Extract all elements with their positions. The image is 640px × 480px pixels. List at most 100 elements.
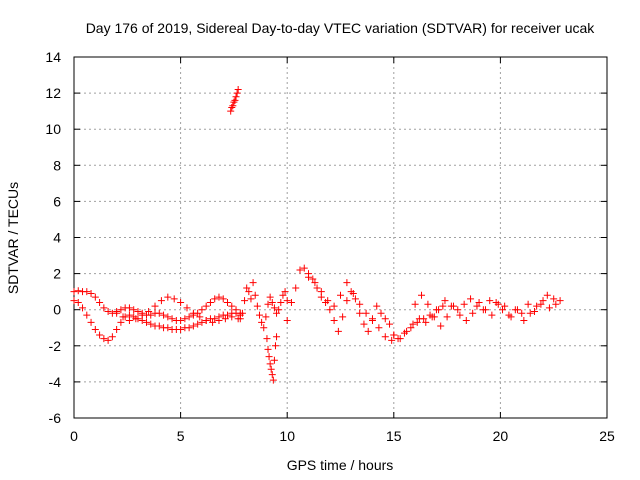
data-point [337,291,344,299]
series-track-g [390,291,564,343]
data-point [253,302,261,310]
data-point [215,317,223,325]
data-point [224,311,232,319]
data-point [268,371,276,379]
data-point [415,315,423,323]
y-tick-labels: -6 -4 -2 0 2 4 6 8 10 12 14 [45,49,61,426]
y-tick-label: 12 [45,85,61,101]
y-tick-label: 0 [53,302,61,318]
data-point [407,324,415,332]
data-point [202,317,210,325]
data-point [194,320,202,328]
data-point [224,298,232,306]
data-point [155,322,163,330]
data-point [381,315,389,323]
data-point [243,284,251,292]
data-point [537,300,545,308]
y-tick-label: 6 [53,193,61,209]
data-point [138,311,146,319]
data-point [206,298,214,306]
series-high-cluster [227,85,242,115]
data-point [70,288,78,296]
data-point [501,302,509,310]
x-tick-marks [73,57,608,418]
data-point [311,279,319,287]
data-point [269,376,277,384]
data-points [70,85,564,384]
data-point [132,315,140,323]
data-point [271,342,279,350]
x-tick-label: 25 [599,428,615,444]
x-tick-label: 5 [177,428,185,444]
data-point [381,333,389,341]
series-track-d [236,279,291,332]
data-point [486,297,494,305]
data-point [266,360,274,368]
data-point [108,333,116,341]
data-point [145,308,153,316]
data-point [241,297,249,305]
data-point [488,311,496,319]
data-point [277,298,285,306]
data-point [170,295,178,303]
data-point [443,313,451,321]
x-tick-label: 20 [493,428,509,444]
data-point [183,304,191,312]
data-point [177,298,185,306]
data-point [368,315,376,323]
data-point [249,279,257,287]
data-point [439,302,447,310]
data-point [435,306,443,314]
data-point [251,291,259,299]
data-point [245,288,253,296]
data-point [330,302,338,310]
data-point [343,279,351,287]
data-point [189,309,197,317]
data-point [356,300,364,308]
data-point [232,93,240,101]
data-point [198,318,206,326]
data-point [449,302,457,310]
grid-lines [74,57,607,418]
data-point [265,353,273,361]
data-point [164,313,172,321]
data-point [70,297,78,305]
data-point [211,295,219,303]
data-point [356,309,364,317]
data-point [221,315,229,323]
data-point [469,309,477,317]
y-tick-label: 2 [53,266,61,282]
data-point [326,306,334,314]
data-point [219,295,227,303]
y-tick-marks [74,56,607,419]
series-track-c [113,293,242,326]
data-point [130,306,138,314]
data-point [91,326,99,334]
data-point [390,331,398,339]
data-point [228,302,236,310]
x-tick-labels: 0 5 10 15 20 25 [70,428,615,444]
series-track-b [70,287,244,325]
data-point [507,313,515,321]
data-point [396,335,404,343]
data-point [185,313,193,321]
data-point [247,295,255,303]
data-point [164,293,172,301]
data-point [74,287,82,295]
data-point [456,311,464,319]
data-point [360,320,368,328]
data-point [168,315,176,323]
data-point [96,331,104,339]
data-point [411,300,419,308]
data-point [441,297,449,305]
data-point [270,356,278,364]
data-point [209,318,217,326]
data-point [134,308,142,316]
data-point [552,300,560,308]
data-point [545,304,553,312]
data-point [87,289,95,297]
data-point [418,291,426,299]
x-tick-label: 10 [279,428,295,444]
data-point [409,320,417,328]
